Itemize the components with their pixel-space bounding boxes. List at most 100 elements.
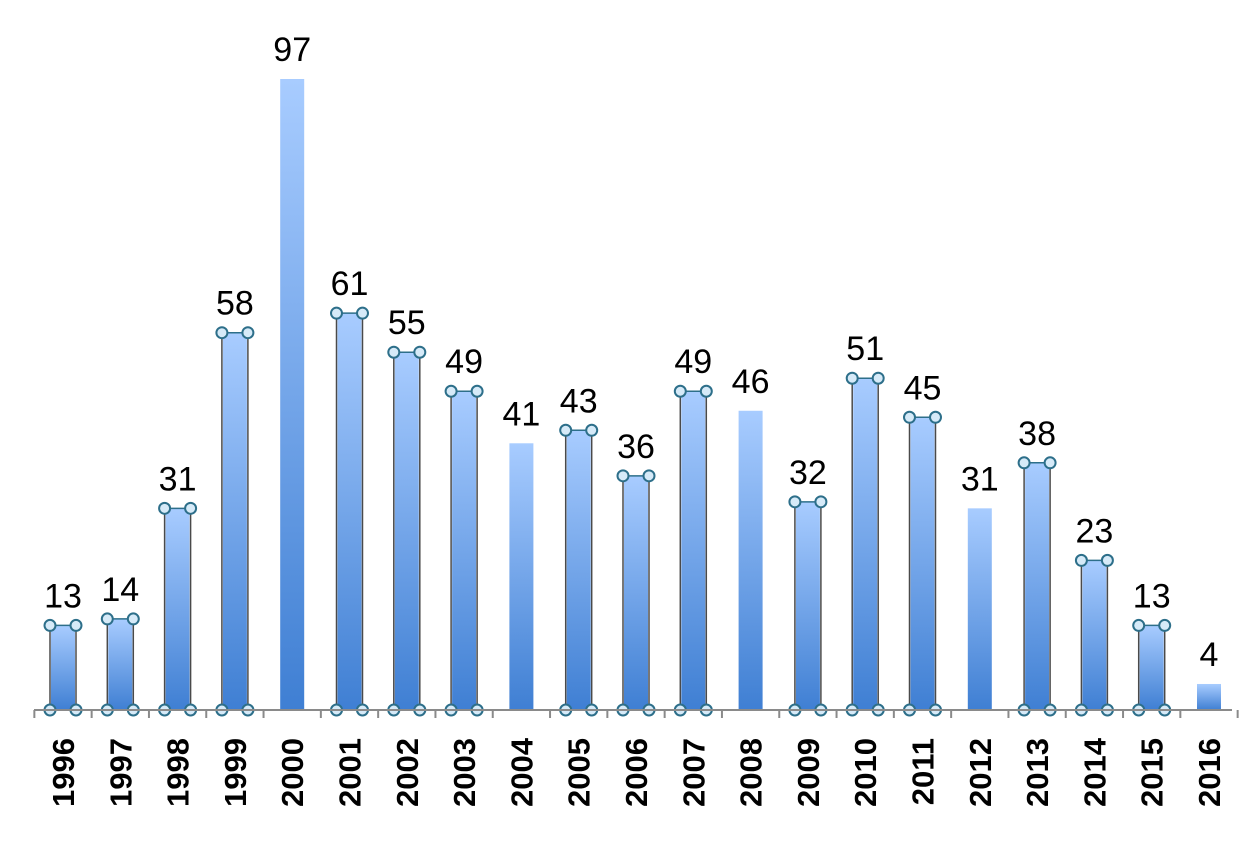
selection-handle (903, 410, 916, 424)
x-tick-label-1998: 1998 (161, 738, 196, 807)
data-label-2008: 46 (732, 363, 770, 401)
selection-handle (356, 306, 369, 320)
data-label-2012: 31 (961, 460, 999, 498)
bar-2001 (337, 313, 362, 710)
selection-handle (43, 618, 57, 632)
bar-selection-2011 (903, 410, 942, 717)
data-label-2016: 4 (1200, 636, 1219, 674)
selection-handle (215, 326, 229, 340)
selection-handle (158, 501, 172, 515)
bar-selection-2009 (788, 495, 828, 717)
bar-2016 (1197, 683, 1221, 710)
x-tick-label-2009: 2009 (791, 738, 826, 807)
bar-2006 (624, 475, 648, 710)
x-axis-ticks (33, 710, 1239, 718)
selection-handle (673, 384, 687, 398)
data-label-1996: 13 (44, 577, 82, 615)
bar-selection-2003 (444, 384, 484, 717)
x-tick-label-1997: 1997 (103, 738, 138, 807)
selection-handle (585, 423, 599, 437)
x-tick-label-2008: 2008 (734, 738, 769, 807)
x-tick-label-2000: 2000 (275, 738, 310, 807)
selection-handle (871, 371, 885, 385)
bar-2009 (795, 501, 820, 710)
selection-handle (184, 501, 198, 515)
data-label-2002: 55 (388, 304, 426, 342)
x-tick-label-2005: 2005 (562, 738, 597, 807)
bar-2007 (681, 391, 706, 710)
data-label-2000: 97 (273, 31, 311, 69)
data-label-1998: 31 (159, 460, 197, 498)
bar-2014 (1082, 560, 1107, 710)
bar-1997 (108, 618, 133, 710)
selection-handle (1158, 618, 1172, 632)
selection-handle (814, 495, 828, 509)
data-label-2004: 41 (502, 395, 540, 433)
data-label-2014: 23 (1075, 512, 1113, 550)
bar-selection-2001 (330, 306, 369, 717)
x-axis-labels: 1996 1997 1998 1999 2000 2001 2002 2003 2004 2005… (46, 737, 1227, 807)
selection-handle (1132, 618, 1146, 632)
selection-handle (100, 612, 114, 626)
data-label-1999: 58 (216, 285, 254, 323)
data-label-2010: 51 (846, 330, 884, 368)
bar-2012 (967, 508, 992, 710)
data-label-2011: 45 (904, 369, 942, 407)
data-label-2003: 49 (445, 343, 483, 381)
x-tick-label-2001: 2001 (333, 738, 368, 807)
bar-2004 (509, 443, 534, 710)
selection-handle (126, 612, 140, 626)
selection-handle (642, 469, 656, 483)
data-labels-layer: 13 14 31 58 97 61 55 49 41 43 36 49 46 32 51 45 31 38 23 13… (44, 31, 1218, 674)
selection-handle (699, 384, 713, 398)
bar-selection-2014 (1074, 553, 1114, 717)
selection-handle (1074, 553, 1088, 567)
bar-1998 (165, 508, 190, 710)
selection-handle (559, 423, 573, 437)
x-tick-label-2016: 2016 (1192, 738, 1227, 807)
bar-selection-2013 (1017, 456, 1057, 717)
data-label-2013: 38 (1018, 415, 1056, 453)
x-tick-label-2014: 2014 (1077, 737, 1112, 807)
selection-handle (413, 345, 427, 359)
selection-handle (470, 384, 484, 398)
selection-handle (330, 306, 343, 320)
x-tick-label-2013: 2013 (1020, 738, 1055, 807)
bar-2008 (738, 410, 763, 710)
data-label-2001: 61 (331, 265, 369, 303)
bar-selection-2010 (845, 371, 885, 717)
selection-handle (845, 371, 859, 385)
bar-1996 (51, 625, 75, 710)
x-tick-label-2010: 2010 (848, 738, 883, 807)
x-tick-label-2015: 2015 (1135, 738, 1170, 807)
selection-handle (1017, 456, 1031, 470)
x-tick-label-2003: 2003 (447, 738, 482, 807)
bar-2003 (452, 391, 477, 710)
bar-2000 (280, 79, 305, 710)
bar-2002 (394, 352, 419, 710)
x-tick-label-2004: 2004 (504, 737, 539, 807)
x-tick-label-2011: 2011 (906, 738, 941, 805)
selection-handle (387, 345, 401, 359)
x-tick-label-1996: 1996 (46, 738, 81, 807)
selection-handle (1043, 456, 1057, 470)
selection-handle (241, 326, 255, 340)
bar-2010 (853, 378, 878, 710)
data-label-2006: 36 (617, 428, 655, 466)
bar-2015 (1139, 625, 1164, 710)
selection-handle (788, 495, 802, 509)
selection-handle (616, 469, 630, 483)
x-tick-label-2006: 2006 (619, 738, 654, 807)
data-label-2005: 43 (560, 382, 598, 420)
x-tick-label-2012: 2012 (963, 738, 998, 807)
bar-2005 (566, 430, 591, 710)
bar-2011 (910, 417, 935, 710)
selection-handle (69, 618, 83, 632)
bar-1999 (222, 332, 247, 710)
x-tick-label-2007: 2007 (676, 738, 711, 807)
selection-handle (444, 384, 458, 398)
x-tick-label-2002: 2002 (390, 738, 425, 807)
selection-handle (1100, 553, 1114, 567)
bars-layer (43, 79, 1221, 717)
